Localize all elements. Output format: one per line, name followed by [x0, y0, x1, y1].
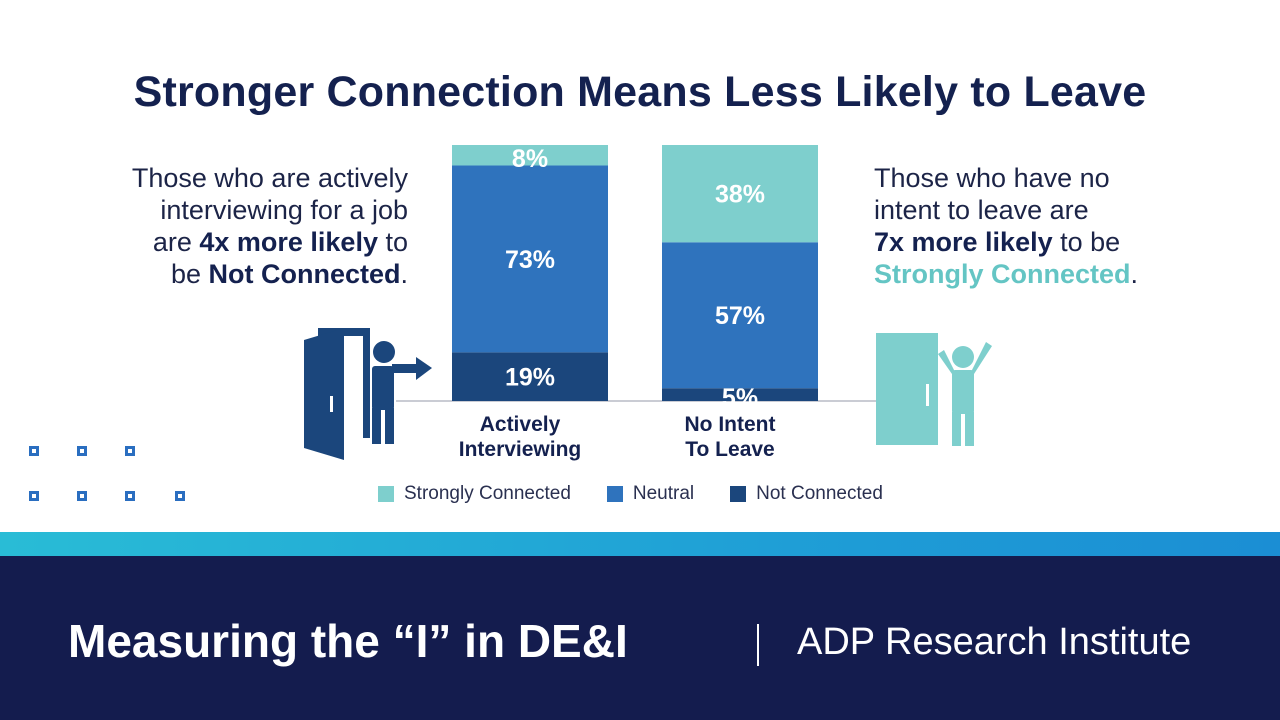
decorative-dot	[29, 446, 39, 456]
bar-segment-not-connected	[662, 388, 818, 401]
right-callout-line-2: intent to leave are	[874, 195, 1089, 225]
left-callout-period: .	[400, 259, 408, 289]
left-callout-line-2: interviewing for a job	[160, 195, 408, 225]
data-label-neutral: 73%	[505, 246, 555, 274]
left-callout-line-3: are 4x more likely to	[132, 226, 408, 258]
left-callout: Those who are actively interviewing for …	[132, 162, 408, 290]
decorative-dot	[125, 491, 135, 501]
legend-swatch-not-connected	[730, 486, 747, 502]
decorative-dot	[125, 446, 135, 456]
left-callout-text: are	[152, 227, 200, 257]
category-label: Actively	[480, 413, 561, 436]
legend-swatch-neutral	[606, 486, 623, 502]
legend-item-not-connected: Not Connected	[730, 483, 883, 505]
chart-legend: Strongly Connected Neutral Not Connected	[378, 483, 919, 505]
right-callout-emphasis: 7x more likely	[874, 227, 1053, 257]
person-exiting-door-icon	[304, 328, 432, 460]
data-label-neutral: 57%	[715, 302, 765, 330]
bar-segment-neutral	[452, 165, 608, 353]
category-label: To Leave	[685, 438, 774, 461]
bar-segment-neutral	[662, 242, 818, 389]
accent-stripe	[0, 532, 1280, 556]
legend-swatch-strongly-connected	[378, 486, 394, 502]
data-label-strongly-connected: 8%	[512, 145, 548, 173]
decorative-dot	[29, 491, 39, 501]
footer-title: Measuring the “I” in DE&I	[68, 615, 628, 667]
legend-item-strongly-connected: Strongly Connected	[378, 483, 571, 505]
bar-segment-not-connected	[452, 352, 608, 401]
right-callout-text: to be	[1052, 227, 1121, 257]
category-label: No Intent	[685, 413, 776, 436]
data-label-not-connected: 19%	[505, 364, 555, 392]
person-cheering-by-door-icon	[876, 333, 992, 446]
right-callout-line-3: 7x more likely to be	[874, 226, 1138, 258]
left-callout-text: be	[170, 259, 209, 289]
bar-segment-strongly-connected	[452, 145, 608, 166]
decorative-dot	[77, 446, 87, 456]
decorative-dot	[175, 491, 185, 501]
left-callout-text: to	[377, 227, 408, 257]
footer-organization: ADP Research Institute	[797, 621, 1192, 663]
left-callout-emphasis: 4x more likely	[199, 227, 378, 257]
left-callout-not-connected: Not Connected	[208, 259, 401, 289]
footer-divider	[757, 624, 759, 666]
category-label: Interviewing	[459, 438, 582, 461]
chart-bars: 19% 73% 8% 5% 57% 38%	[452, 145, 818, 412]
right-callout-period: .	[1130, 259, 1139, 289]
data-label-not-connected: 5%	[722, 384, 758, 412]
right-callout-line-4: Strongly Connected.	[874, 258, 1138, 290]
left-callout-line-4: be Not Connected.	[132, 258, 408, 290]
left-callout-line-1: Those who are actively	[131, 163, 408, 193]
decorative-dot	[77, 491, 87, 501]
legend-item-neutral: Neutral	[606, 483, 695, 505]
legend-label: Not Connected	[756, 483, 883, 504]
data-label-strongly-connected: 38%	[715, 181, 765, 209]
right-callout-line-1: Those who have no	[874, 163, 1110, 193]
legend-label: Strongly Connected	[404, 483, 571, 504]
right-callout: Those who have no intent to leave are 7x…	[874, 162, 1138, 290]
right-callout-strongly-connected: Strongly Connected	[874, 259, 1131, 289]
bar-segment-strongly-connected	[662, 145, 818, 243]
footer-bar	[0, 556, 1280, 720]
page-title: Stronger Connection Means Less Likely to…	[133, 68, 1147, 116]
legend-label: Neutral	[632, 483, 695, 504]
